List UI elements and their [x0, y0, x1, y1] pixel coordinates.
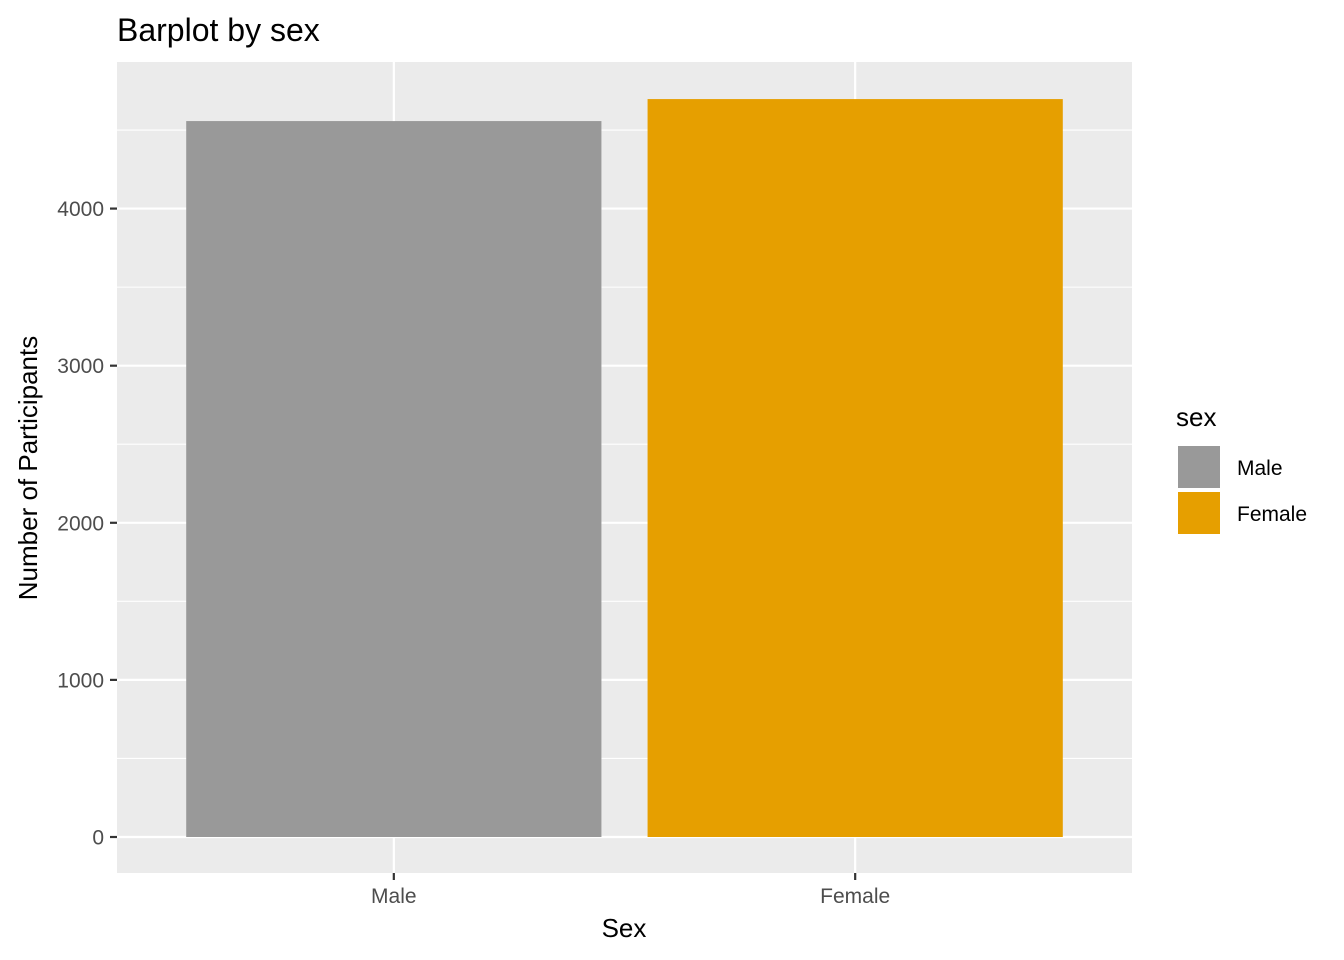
y-tick-label: 1000	[57, 669, 104, 692]
legend: sex Male Female	[1176, 402, 1307, 536]
legend-label-male: Male	[1237, 457, 1283, 480]
bars	[186, 99, 1063, 838]
y-axis-title: Number of Participants	[13, 336, 43, 600]
y-tick-label: 3000	[57, 355, 104, 378]
y-tick-label: 0	[92, 827, 104, 850]
bar-female	[647, 99, 1063, 837]
y-tick-label: 2000	[57, 512, 104, 535]
x-tick-label: Female	[820, 885, 890, 908]
x-axis: Male Female	[371, 873, 890, 908]
x-tick-label: Male	[371, 885, 417, 908]
chart-title: Barplot by sex	[117, 12, 320, 48]
legend-key-male	[1176, 444, 1222, 490]
legend-label-female: Female	[1237, 503, 1307, 526]
legend-key-female	[1176, 490, 1222, 536]
x-axis-title: Sex	[602, 913, 647, 943]
y-axis: 0 1000 2000 3000 4000	[57, 198, 117, 850]
y-tick-label: 4000	[57, 198, 104, 221]
bar-male	[186, 121, 602, 838]
legend-title: sex	[1176, 402, 1216, 432]
